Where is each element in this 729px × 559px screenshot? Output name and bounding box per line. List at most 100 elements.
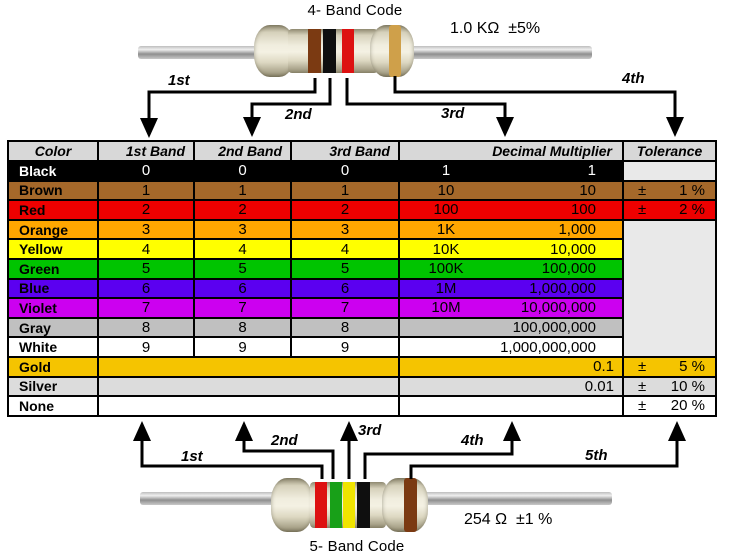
row-black-band2: 0	[195, 162, 292, 182]
bottom-arrow-label-2nd: 2nd	[271, 432, 298, 449]
multiplier-value: 100,000,000	[512, 319, 596, 337]
row-gray-band2: 8	[195, 318, 292, 339]
row-black-tolerance-empty	[624, 162, 717, 182]
row-silver-tolerance: ±10 %	[624, 377, 717, 398]
row-yellow-name: Yellow	[9, 240, 99, 260]
multiplier-value: 100	[570, 201, 596, 219]
row-red-band1: 2	[99, 201, 195, 221]
row-red-band2: 2	[195, 201, 292, 221]
row-none-bands	[99, 397, 400, 417]
row-gray-multiplier: 100,000,000	[400, 318, 624, 339]
multiplier-value: 10	[579, 181, 596, 199]
multiplier-value: 0.01	[584, 377, 614, 395]
row-red-tolerance: ±2 %	[624, 201, 717, 221]
multiplier-short: 1K	[436, 221, 456, 239]
multiplier-short: 1M	[435, 279, 457, 297]
multiplier-short: 10M	[431, 299, 461, 317]
row-white-band3: 9	[292, 338, 400, 358]
row-silver-bands	[99, 377, 400, 398]
header-decimal-multiplier: Decimal Multiplier	[400, 142, 624, 162]
multiplier-value: 100,000	[541, 260, 596, 278]
row-yellow-band1: 4	[99, 240, 195, 260]
row-red-name: Red	[9, 201, 99, 221]
row-gold-tolerance: ±5 %	[624, 357, 717, 378]
row-brown-multiplier: 10 10	[400, 181, 624, 202]
tolerance-value: 1 %	[679, 181, 705, 199]
row-green-band2: 5	[195, 259, 292, 280]
header-color: Color	[9, 142, 99, 162]
bottom-arrow-label-1st: 1st	[181, 448, 203, 465]
tolerance-value: 5 %	[679, 358, 705, 376]
tolerance-sign: ±	[638, 181, 647, 199]
multiplier-value: 1,000	[558, 221, 596, 239]
row-none-multiplier	[400, 397, 624, 417]
band-3rd-red	[342, 29, 354, 73]
bottom-arrow-label-5th: 5th	[585, 447, 608, 464]
top-arrow-label-1st: 1st	[168, 72, 190, 89]
row-red-band3: 2	[292, 201, 400, 221]
band-1st-red	[315, 482, 327, 528]
tolerance-sign: ±	[638, 358, 647, 376]
row-gray-name: Gray	[9, 318, 99, 339]
header-1st-band: 1st Band	[99, 142, 195, 162]
tolerance-sign: ±	[638, 377, 647, 395]
header-2nd-band: 2nd Band	[195, 142, 292, 162]
row-gold-name: Gold	[9, 357, 99, 378]
header-3rd-band: 3rd Band	[292, 142, 400, 162]
row-blue-multiplier: 1M 1,000,000	[400, 279, 624, 300]
row-blue-band3: 6	[292, 279, 400, 300]
row-black-band3: 0	[292, 162, 400, 182]
top-arrow-label-2nd: 2nd	[285, 106, 312, 123]
band-2nd-green	[330, 482, 342, 528]
row-brown-band2: 1	[195, 181, 292, 202]
row-brown-name: Brown	[9, 181, 99, 202]
row-green-name: Green	[9, 259, 99, 280]
row-none-name: None	[9, 397, 99, 417]
row-gray-band3: 8	[292, 318, 400, 339]
row-yellow-multiplier: 10K 10,000	[400, 240, 624, 260]
tolerance-sign: ±	[638, 201, 647, 219]
band-4th-gold	[389, 25, 401, 77]
band-1st-brown	[308, 29, 321, 73]
header-tolerance: Tolerance	[624, 142, 717, 162]
row-orange-band2: 3	[195, 220, 292, 241]
band-3rd-yellow	[343, 482, 355, 528]
multiplier-value: 10,000,000	[520, 299, 596, 317]
row-gold-multiplier: 0.1	[400, 357, 624, 378]
multiplier-short: 1	[441, 162, 451, 180]
multiplier-value: 1	[587, 162, 596, 180]
row-white-band2: 9	[195, 338, 292, 358]
four-band-value: 1.0 KΩ ±5%	[450, 20, 541, 37]
tolerance-empty-merged	[624, 220, 717, 358]
bottom-arrow-label-3rd: 3rd	[358, 422, 382, 439]
tolerance-value: 20 %	[670, 397, 705, 415]
row-gray-band1: 8	[99, 318, 195, 339]
multiplier-value: 1,000,000,000	[500, 338, 596, 356]
resistor-left-cap	[271, 478, 313, 532]
five-band-title: 5- Band Code	[309, 538, 405, 555]
row-silver-multiplier: 0.01	[400, 377, 624, 398]
row-orange-multiplier: 1K 1,000	[400, 220, 624, 241]
row-red-multiplier: 100 100	[400, 201, 624, 221]
multiplier-short: 10	[437, 181, 455, 199]
row-orange-name: Orange	[9, 220, 99, 241]
row-brown-tolerance: ±1 %	[624, 181, 717, 202]
multiplier-short: 100	[433, 201, 459, 219]
tolerance-value: 2 %	[679, 201, 705, 219]
bottom-arrow-label-4th: 4th	[461, 432, 484, 449]
tolerance-value: 10 %	[670, 377, 705, 395]
five-band-value: 254 Ω ±1 %	[464, 511, 553, 528]
band-4th-black	[357, 482, 370, 528]
row-yellow-band2: 4	[195, 240, 292, 260]
tolerance-sign: ±	[638, 397, 647, 415]
row-black-name: Black	[9, 162, 99, 182]
row-orange-band3: 3	[292, 220, 400, 241]
four-band-title: 4- Band Code	[307, 2, 403, 19]
row-violet-name: Violet	[9, 299, 99, 319]
row-blue-name: Blue	[9, 279, 99, 300]
multiplier-value: 10,000	[550, 240, 596, 258]
row-none-tolerance: ±20 %	[624, 397, 717, 417]
row-gold-bands	[99, 357, 400, 378]
multiplier-short: 100K	[428, 260, 464, 278]
